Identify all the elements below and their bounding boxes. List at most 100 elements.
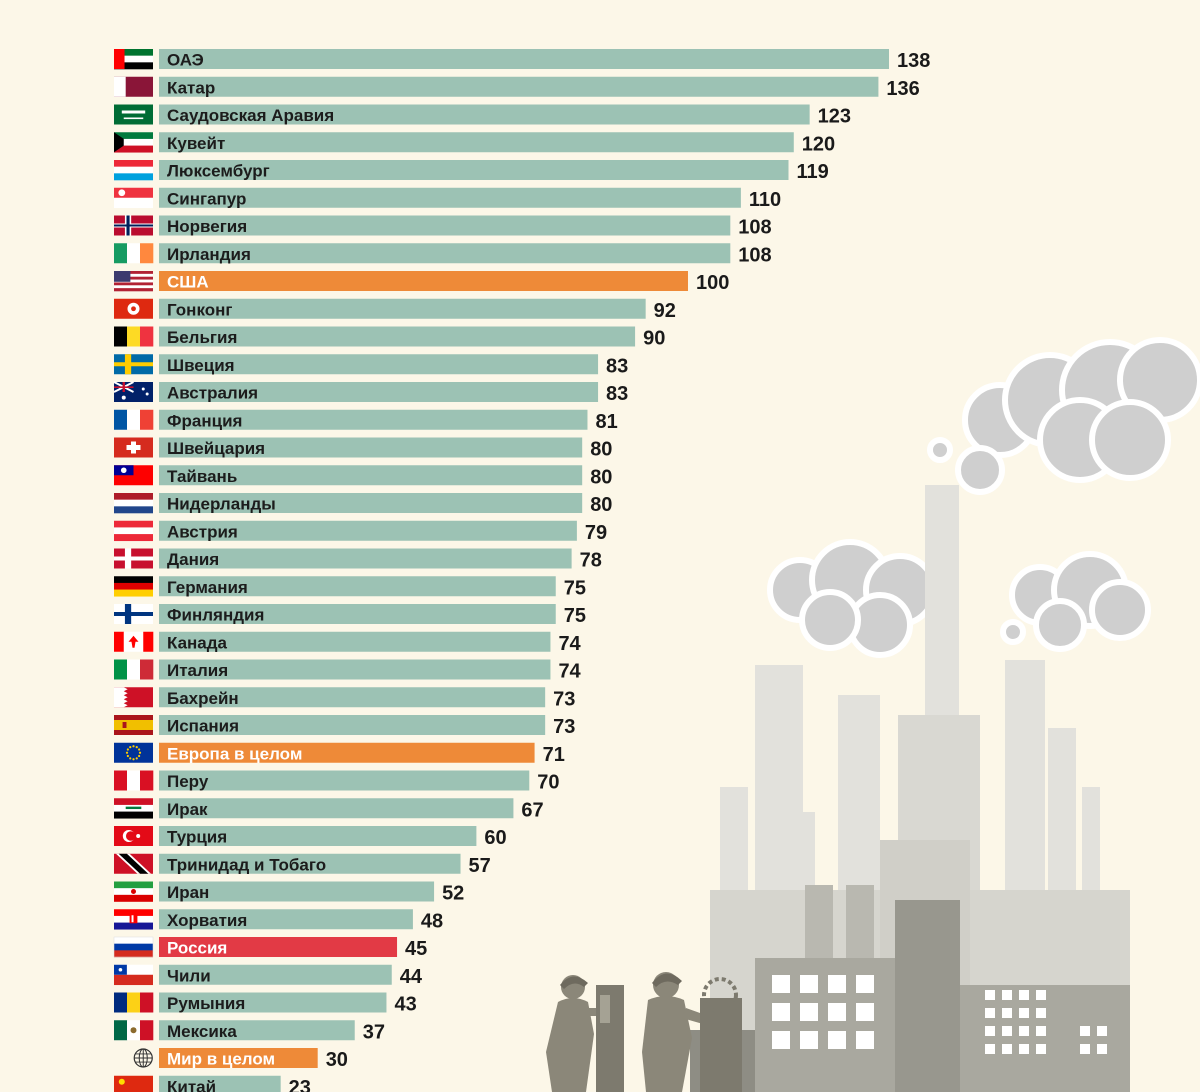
factory-windows — [772, 975, 1107, 1054]
luxembourg-flag-icon — [114, 160, 153, 181]
italy-flag-icon — [114, 659, 154, 680]
bar-value-label: 44 — [400, 966, 423, 988]
bar-row: Бахрейн 73 — [114, 687, 575, 710]
bar-row: Норвегия 108 — [114, 215, 772, 239]
ireland-flag-icon — [114, 243, 154, 264]
bar-category-label: Европа в целом — [167, 744, 302, 763]
bar-category-label: Мексика — [167, 1022, 237, 1041]
bar-row: Ирландия 108 — [114, 243, 772, 266]
bar-category-label: ОАЭ — [167, 51, 204, 70]
bar — [159, 548, 572, 569]
iraq-flag-icon — [114, 798, 153, 819]
bar — [159, 964, 392, 985]
bar — [159, 992, 387, 1013]
chile-flag-icon — [114, 964, 153, 986]
bar — [159, 659, 551, 680]
bar-row: Австралия 83 — [113, 381, 628, 405]
bar-category-label: Швеция — [167, 356, 235, 375]
bar-value-label: 80 — [590, 494, 612, 516]
bar-value-label: 83 — [606, 383, 628, 405]
bar-category-label: Ирландия — [167, 245, 251, 264]
bar-value-label: 79 — [585, 522, 607, 544]
bar-row: Мир в целом 30 — [133, 1048, 348, 1071]
bar-row: Кувейт 120 — [114, 132, 835, 155]
bar-value-label: 74 — [558, 633, 581, 655]
bar-value-label: 136 — [886, 78, 919, 100]
bar-row: Перу 70 — [114, 770, 560, 794]
bar-row: Австрия 79 — [114, 520, 607, 544]
bar — [159, 354, 599, 375]
bar — [159, 160, 789, 180]
bar-value-label: 60 — [484, 827, 506, 849]
bar — [159, 826, 477, 846]
bar — [159, 465, 583, 486]
peru-flag-icon — [114, 770, 154, 791]
bar-category-label: Норвегия — [167, 217, 247, 236]
bar — [159, 76, 879, 97]
mexico-flag-icon — [114, 1020, 154, 1041]
bar-category-label: Франция — [167, 411, 242, 430]
bar-category-label: Швейцария — [167, 439, 265, 458]
bar-category-label: Сингапур — [167, 189, 246, 208]
romania-flag-icon — [114, 992, 154, 1013]
bar-value-label: 52 — [442, 883, 464, 905]
bar-value-label: 74 — [558, 661, 581, 683]
singapore-flag-icon — [114, 187, 153, 209]
bar — [159, 798, 514, 819]
bar-row: Швейцария 80 — [114, 437, 612, 461]
bar-category-label: США — [167, 273, 209, 292]
bar-row: Канада 74 — [114, 631, 582, 655]
bar-value-label: 70 — [537, 772, 559, 794]
bar-value-label: 120 — [802, 133, 835, 155]
belgium-flag-icon — [114, 326, 154, 347]
bar — [159, 853, 461, 874]
bar-row: Ирак 67 — [114, 798, 544, 821]
uae-flag-icon — [114, 49, 153, 70]
bar-value-label: 45 — [405, 938, 427, 960]
bar-value-label: 119 — [796, 161, 828, 183]
bar-category-label: Румыния — [167, 994, 245, 1013]
bar-row: Китай 23 — [114, 1075, 311, 1092]
eu-flag-icon — [114, 742, 153, 763]
bar — [159, 631, 551, 652]
russia-flag-icon — [113, 936, 154, 958]
bar — [159, 1020, 355, 1041]
bar — [159, 271, 688, 291]
bar-row: Нидерланды 80 — [114, 493, 612, 516]
bar — [159, 243, 731, 264]
denmark-flag-icon — [114, 548, 153, 569]
bar-category-label: Бельгия — [167, 328, 237, 347]
bar-category-label: Мир в целом — [167, 1050, 275, 1069]
bar-row: Бельгия 90 — [114, 326, 665, 350]
bar-value-label: 78 — [580, 550, 602, 572]
bar — [159, 909, 413, 930]
bar-value-label: 108 — [738, 217, 771, 239]
bar-category-label: Гонконг — [167, 300, 232, 319]
bar — [159, 576, 556, 597]
bar-value-label: 108 — [738, 244, 771, 266]
bar-category-label: Ирак — [167, 800, 208, 819]
netherlands-flag-icon — [114, 493, 153, 514]
bar-value-label: 75 — [564, 577, 586, 599]
bar-value-label: 92 — [654, 300, 676, 322]
bar-category-label: Иран — [167, 883, 209, 902]
bar-row: Мексика 37 — [114, 1020, 385, 1043]
bar-value-label: 30 — [326, 1049, 348, 1071]
bar-row: Тайвань 80 — [114, 465, 612, 488]
bar-category-label: Хорватия — [167, 911, 247, 930]
bar — [159, 187, 741, 208]
canada-flag-icon — [114, 631, 154, 652]
turkey-flag-icon — [114, 826, 153, 846]
bar-category-label: Турция — [167, 828, 227, 847]
bar-row: Швеция 83 — [114, 354, 628, 377]
trinidad-and-tobago-flag-icon — [114, 853, 153, 874]
bar-row: Испания 73 — [114, 715, 575, 738]
iran-flag-icon — [114, 881, 153, 902]
bar-value-label: 48 — [421, 910, 443, 932]
bar-category-label: Китай — [167, 1077, 216, 1092]
bar-category-label: Тайвань — [167, 467, 237, 486]
bar-row: ОАЭ 138 — [114, 49, 930, 72]
usa-flag-icon — [114, 271, 153, 292]
bar-row: Германия 75 — [114, 576, 586, 599]
